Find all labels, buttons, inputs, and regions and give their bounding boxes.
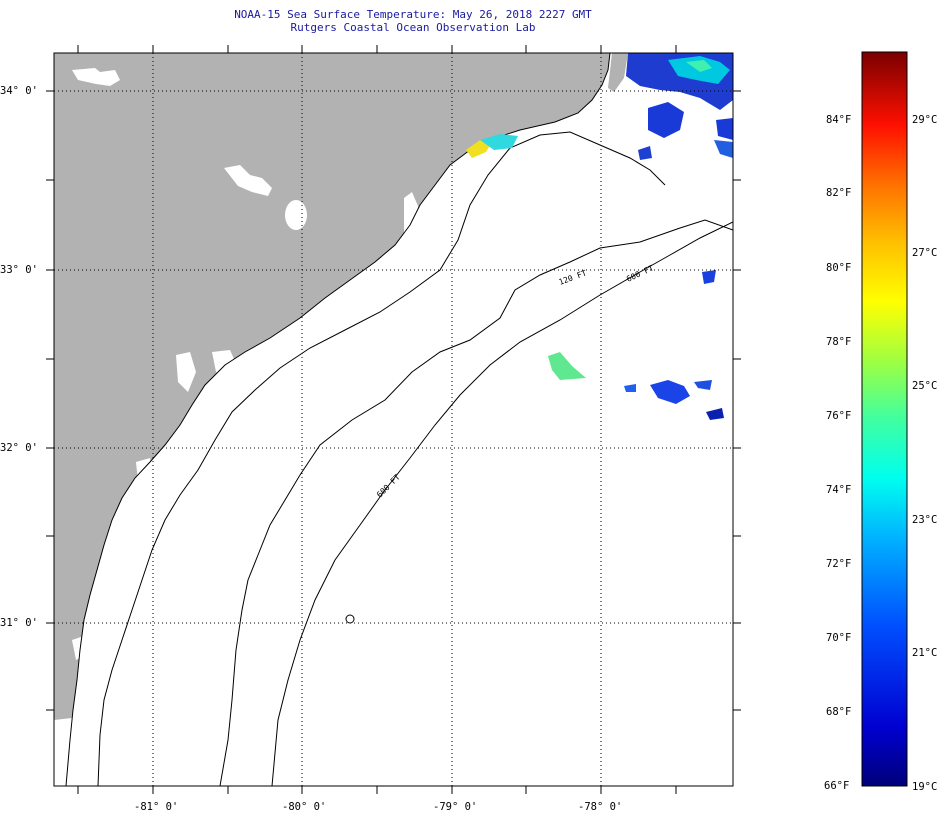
cbar-f-84: 84°F (826, 114, 852, 126)
cbar-f-80: 80°F (826, 262, 852, 274)
cbar-f-82: 82°F (826, 187, 852, 199)
cbar-f-76: 76°F (826, 410, 852, 422)
cbar-f-70: 70°F (826, 632, 852, 644)
map-title: NOAA-15 Sea Surface Temperature: May 26,… (234, 8, 592, 21)
cbar-f-66: 66°F (824, 780, 850, 792)
cbar-f-72: 72°F (826, 558, 852, 570)
lon-label-80: -80° 0' (282, 801, 327, 813)
land-mass (54, 53, 610, 786)
shoal-contour (97, 131, 666, 786)
cbar-c-19: 19°C (912, 781, 938, 793)
cbar-c-25: 25°C (912, 380, 938, 392)
lat-label-32: 32° 0' (0, 442, 38, 454)
lon-label-78: -78° 0' (578, 801, 623, 813)
cbar-f-68: 68°F (826, 706, 852, 718)
cbar-f-74: 74°F (826, 484, 852, 496)
lat-label-33: 33° 0' (0, 264, 38, 276)
cbar-c-27: 27°C (912, 247, 938, 259)
land-ne (608, 53, 628, 92)
lon-label-79: -79° 0' (433, 801, 478, 813)
lat-label-31: 31° 0' (0, 617, 38, 629)
cbar-c-21: 21°C (912, 647, 938, 659)
isobath-120ft (219, 219, 733, 786)
map-frame (53, 52, 734, 787)
coastline (65, 53, 611, 786)
no-data-patches (54, 68, 418, 786)
cbar-c-29: 29°C (912, 114, 938, 126)
cbar-f-78: 78°F (826, 336, 852, 348)
map-subtitle: Rutgers Coastal Ocean Observation Lab (290, 21, 536, 34)
lat-label-34: 34° 0' (0, 85, 38, 97)
axis-ticks (46, 45, 741, 794)
cbar-c-23: 23°C (912, 514, 938, 526)
isobath-600ft (271, 221, 733, 786)
sst-data-patches (466, 53, 733, 420)
colorbar (861, 51, 908, 787)
lon-label-81: -81° 0' (134, 801, 179, 813)
